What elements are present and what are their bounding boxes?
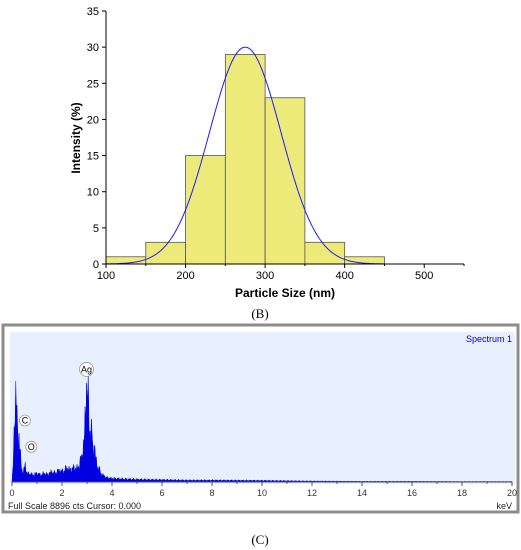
x-tick-label: 100 xyxy=(97,270,115,282)
spectrum-footer: Full Scale 8896 cts Cursor: 0.000 xyxy=(8,501,141,511)
panel-label-b: (B) xyxy=(251,306,269,321)
spectrum-x-tick-label: 6 xyxy=(159,488,164,498)
x-tick-label: 500 xyxy=(415,270,433,282)
y-tick-label: 35 xyxy=(87,6,99,18)
spectrum-x-tick-label: 10 xyxy=(257,488,267,498)
spectrum-x-tick-label: 2 xyxy=(59,488,64,498)
peak-marker-o xyxy=(25,440,38,453)
y-axis-title: Intensity (%) xyxy=(69,102,83,173)
peak-label-c: C xyxy=(22,416,29,426)
spectrum-x-tick-label: 16 xyxy=(407,488,417,498)
histogram-bars xyxy=(105,53,385,265)
histogram-chart: 100 200 300 400 500 0 5 10 15 20 25 30 35 Particle … xyxy=(69,6,465,300)
histogram-bar-3 xyxy=(224,53,266,265)
y-tick-label: 20 xyxy=(87,114,99,126)
y-axis-ticks: 0 5 10 15 20 25 30 35 xyxy=(87,6,106,271)
y-tick-label: 30 xyxy=(87,42,99,54)
spectrum-legend: Spectrum 1 xyxy=(466,334,512,344)
spectrum-x-tick-label: 12 xyxy=(307,488,317,498)
y-tick-label: 5 xyxy=(93,223,99,235)
spectrum-x-ticks: 0 2 4 6 8 10 12 14 16 18 20 xyxy=(9,481,517,498)
x-tick-label: 400 xyxy=(335,270,353,282)
y-tick-label: 15 xyxy=(87,151,99,163)
histogram-bar-4 xyxy=(264,97,306,265)
spectrum-x-tick-label: 4 xyxy=(109,488,114,498)
y-tick-label: 25 xyxy=(87,78,99,90)
spectrum-x-tick-label: 18 xyxy=(457,488,467,498)
peak-marker-c xyxy=(19,414,31,427)
y-tick-label: 10 xyxy=(87,187,99,199)
peak-marker-ag xyxy=(79,362,94,377)
histogram-axes xyxy=(105,11,464,265)
x-axis-title: Particle Size (nm) xyxy=(235,286,335,300)
x-tick-label: 200 xyxy=(176,270,194,282)
spectrum-x-tick-label: 8 xyxy=(209,488,214,498)
spectrum-x-tick-label: 0 xyxy=(9,488,14,498)
eds-spectrum-chart: C O Ag 0 2 4 6 8 10 12 14 16 18 20 Spectrum 1 Full S… xyxy=(1,323,520,514)
panel-label-c: (C) xyxy=(251,532,269,547)
spectrum-x-tick-label: 14 xyxy=(357,488,367,498)
peak-label-o: O xyxy=(28,442,35,452)
gaussian-fit-line xyxy=(105,46,385,265)
spectrum-x-unit: keV xyxy=(496,501,512,511)
y-tick-label: 0 xyxy=(93,259,99,271)
peak-label-ag: Ag xyxy=(81,364,92,374)
x-tick-label: 300 xyxy=(256,270,274,282)
histogram-bar-2 xyxy=(185,155,226,265)
x-axis-ticks: 100 200 300 400 500 xyxy=(97,264,465,282)
peak-labels: C O Ag xyxy=(19,362,94,453)
spectrum-x-tick-label: 20 xyxy=(507,488,517,498)
